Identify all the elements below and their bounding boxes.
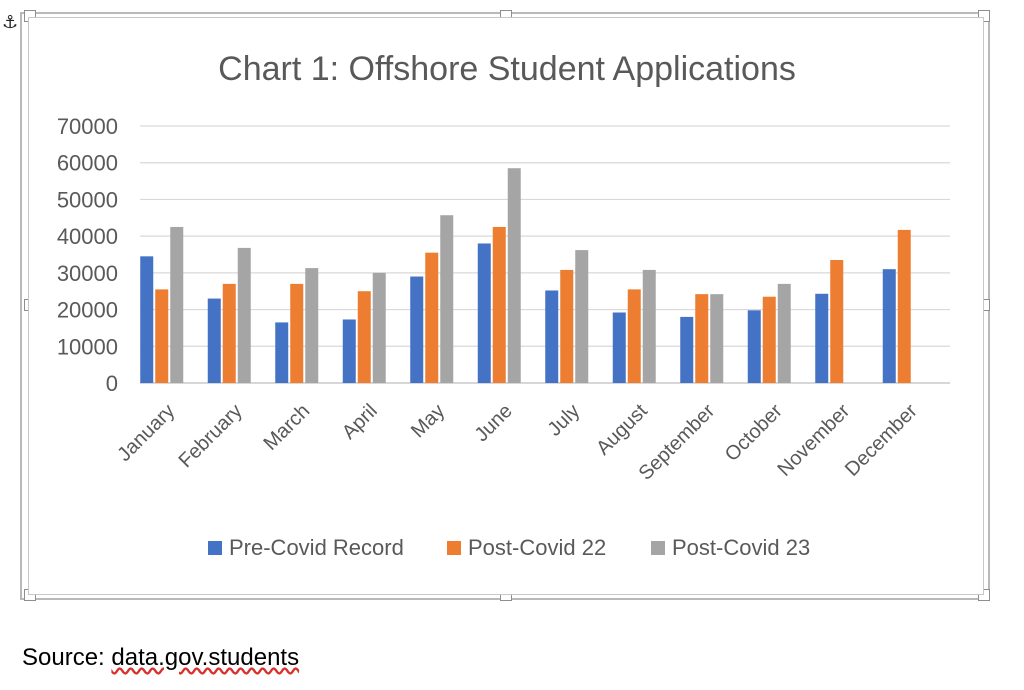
bar bbox=[290, 283, 304, 383]
y-tick-label: 30000 bbox=[57, 261, 118, 286]
bar bbox=[305, 268, 319, 383]
x-tick-label: December bbox=[841, 400, 922, 481]
y-tick-label: 70000 bbox=[57, 114, 118, 139]
bar bbox=[762, 296, 776, 383]
bar bbox=[545, 290, 559, 383]
x-tick-label: October bbox=[721, 400, 787, 466]
bars bbox=[140, 168, 911, 383]
x-tick-label: November bbox=[773, 400, 854, 481]
source-caption: Source: data.gov.students bbox=[22, 644, 299, 672]
x-tick-label: July bbox=[544, 400, 585, 441]
chart-title: Chart 1: Offshore Student Applications bbox=[218, 50, 796, 88]
legend-swatch bbox=[208, 541, 222, 555]
bar bbox=[410, 276, 424, 383]
bar bbox=[477, 243, 491, 383]
x-tick-label: February bbox=[175, 400, 247, 472]
y-axis: 0 10000 20000 30000 40000 50000 60000 70000 bbox=[57, 114, 118, 396]
bar bbox=[425, 252, 439, 383]
y-tick-label: 40000 bbox=[57, 224, 118, 249]
legend: Pre-Covid Record Post-Covid 22 Post-Covid … bbox=[208, 535, 810, 560]
bar bbox=[357, 291, 371, 383]
legend-label: Pre-Covid Record bbox=[229, 535, 404, 560]
bar bbox=[155, 289, 169, 383]
bar bbox=[777, 283, 791, 383]
bar bbox=[507, 168, 521, 383]
x-tick-label: April bbox=[338, 400, 382, 444]
bar bbox=[222, 283, 236, 383]
bar bbox=[275, 322, 289, 383]
x-tick-label: August bbox=[592, 400, 652, 460]
anchor-icon[interactable]: ⚓ bbox=[2, 12, 19, 33]
x-tick-label: June bbox=[471, 400, 517, 446]
bar bbox=[140, 256, 154, 383]
bar bbox=[897, 229, 911, 383]
x-tick-label: May bbox=[407, 400, 449, 442]
y-tick-label: 60000 bbox=[57, 151, 118, 176]
legend-label: Post-Covid 22 bbox=[468, 535, 606, 560]
bar bbox=[830, 260, 844, 383]
bar bbox=[575, 250, 589, 383]
gridlines bbox=[140, 125, 950, 384]
x-tick-label: March bbox=[259, 400, 314, 455]
y-tick-label: 10000 bbox=[57, 334, 118, 359]
bar bbox=[710, 294, 724, 383]
y-tick-label: 50000 bbox=[57, 187, 118, 212]
bar bbox=[560, 269, 574, 383]
legend-swatch bbox=[447, 541, 461, 555]
bar bbox=[492, 226, 506, 383]
legend-label: Post-Covid 23 bbox=[672, 535, 810, 560]
bar bbox=[170, 226, 184, 383]
bar bbox=[372, 272, 386, 383]
bar bbox=[680, 316, 694, 383]
x-tick-label: January bbox=[113, 400, 179, 466]
source-prefix: Source: bbox=[22, 644, 112, 671]
bar bbox=[642, 269, 656, 383]
bar bbox=[207, 298, 221, 383]
bar bbox=[237, 247, 251, 383]
bar bbox=[440, 215, 454, 383]
bar bbox=[882, 269, 896, 383]
bar bbox=[815, 293, 829, 383]
bar bbox=[612, 312, 626, 383]
legend-swatch bbox=[651, 541, 665, 555]
y-tick-label: 0 bbox=[106, 371, 118, 396]
bar bbox=[747, 310, 761, 383]
bar bbox=[342, 319, 356, 383]
bar bbox=[627, 289, 641, 383]
source-link[interactable]: data.gov.students bbox=[111, 644, 300, 671]
y-tick-label: 20000 bbox=[57, 298, 118, 323]
bar bbox=[695, 294, 709, 383]
